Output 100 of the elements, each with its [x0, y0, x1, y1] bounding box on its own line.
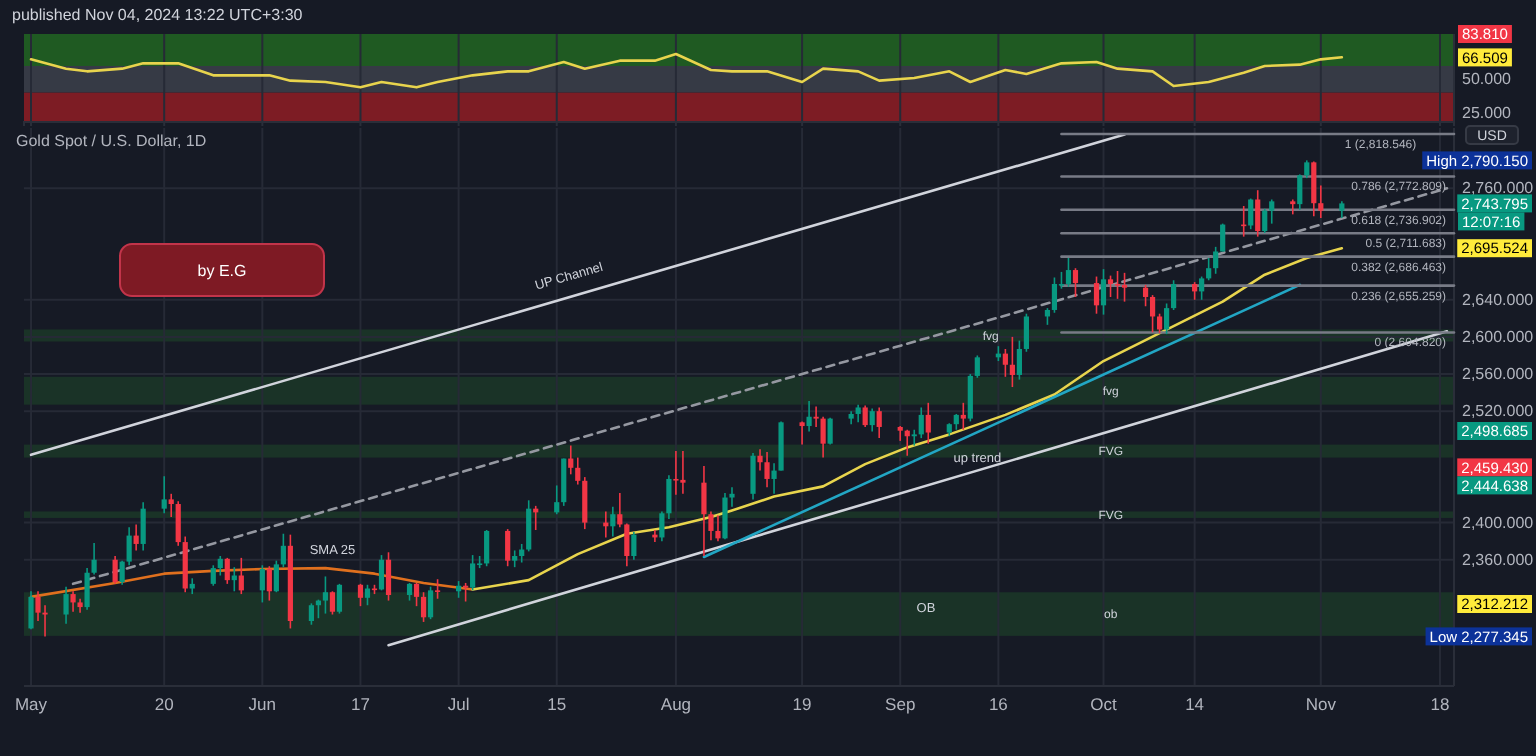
chart-title: published Nov 04, 2024 13:22 UTC+3:30 [12, 6, 304, 24]
candlestick [1114, 270, 1121, 300]
candlestick [70, 590, 76, 613]
x-tick-label: 14 [1185, 694, 1205, 715]
candlestick [1023, 312, 1029, 353]
candlestick [63, 585, 69, 625]
candlestick [799, 420, 805, 446]
candlestick [413, 582, 420, 607]
candlestick [869, 407, 875, 433]
candlestick [217, 555, 223, 577]
candlestick [925, 402, 931, 445]
candlestick [1121, 272, 1128, 303]
candlestick [273, 559, 279, 594]
candlestick [420, 591, 427, 623]
candlestick [1290, 198, 1296, 216]
candlestick [862, 404, 868, 428]
candlestick [820, 415, 826, 459]
candlestick [210, 564, 216, 587]
y-tick-label: 2,640.000 [1462, 290, 1535, 309]
candlestick [1269, 198, 1275, 225]
candlestick [715, 514, 721, 542]
candlestick [967, 373, 973, 423]
y-tick-label: 2,400.000 [1462, 513, 1535, 532]
candlestick [133, 523, 139, 552]
candlestick [1051, 276, 1058, 314]
candlestick [1072, 267, 1079, 298]
candlestick [329, 590, 336, 616]
candlestick [238, 557, 244, 595]
x-tick-label: 20 [154, 694, 175, 715]
candlestick [434, 578, 441, 600]
y-tick-label: 50.000 [1462, 70, 1513, 89]
candlestick [378, 554, 385, 592]
candlestick [1100, 268, 1107, 316]
x-tick-label: 16 [988, 694, 1009, 715]
x-tick-label: 19 [792, 694, 813, 715]
candlestick [1311, 160, 1317, 217]
candlestick [1156, 312, 1163, 334]
annotation: by E.G [197, 261, 247, 280]
candlestick [764, 451, 770, 489]
x-tick-label: Jul [447, 694, 470, 715]
candlestick [463, 582, 469, 603]
candlestick [1262, 207, 1268, 234]
candlestick [224, 557, 230, 585]
candlestick [357, 583, 364, 607]
candlestick [526, 499, 532, 553]
candlestick [1220, 222, 1226, 253]
line-series [471, 246, 1344, 591]
x-tick-label: May [14, 694, 49, 715]
y-tick-label: 2,360.000 [1462, 550, 1535, 569]
candlestick [1199, 275, 1205, 301]
candlestick [259, 564, 265, 604]
candlestick [1171, 279, 1177, 311]
candlestick [1206, 257, 1212, 282]
candlestick [1107, 274, 1114, 298]
candlestick [505, 528, 511, 568]
candlestick [470, 554, 476, 592]
candlestick [673, 450, 679, 496]
candlestick [484, 529, 490, 568]
candlestick [28, 590, 34, 631]
candlestick [1164, 302, 1170, 335]
candlestick [610, 506, 616, 538]
candlestick [385, 551, 392, 602]
y-tick-label: 2,760.000 [1462, 179, 1535, 198]
candlestick [918, 406, 924, 439]
candlestick [322, 575, 329, 615]
x-tick-label: 18 [1430, 694, 1450, 715]
candlestick [827, 416, 833, 446]
candlestick [631, 531, 637, 561]
candlestick [1149, 294, 1156, 334]
x-tick-label: Nov [1305, 694, 1338, 715]
candlestick [722, 492, 728, 541]
candlestick [1002, 348, 1008, 378]
x-tick-label: Jun [248, 694, 277, 715]
candlestick [1016, 339, 1022, 381]
candlestick [876, 406, 882, 439]
candlestick [974, 354, 980, 379]
y-tick-label: 25.000 [1462, 103, 1513, 122]
candlestick [680, 450, 686, 495]
candlestick [1093, 275, 1100, 315]
candlestick [561, 457, 567, 507]
line-series [29, 52, 1344, 89]
x-tick-label: 15 [547, 694, 567, 715]
candlestick [750, 452, 756, 501]
chart-title: Gold Spot / U.S. Dollar, 1D [16, 132, 207, 150]
candlestick [266, 565, 272, 602]
candlestick [1009, 336, 1015, 388]
candlestick [1248, 197, 1254, 230]
candlestick [280, 532, 286, 568]
candlestick [1255, 189, 1261, 238]
candlestick [308, 602, 314, 626]
y-tick-label: 2,520.000 [1462, 402, 1535, 421]
candlestick [1142, 284, 1149, 308]
x-tick-label: Oct [1090, 694, 1118, 715]
candlestick [1213, 246, 1219, 275]
x-tick-label: Sep [885, 694, 916, 715]
candlestick [364, 584, 371, 607]
x-tick-label: Aug [660, 694, 692, 715]
candlestick [140, 501, 146, 552]
candlestick [701, 465, 707, 557]
candlestick [568, 444, 574, 476]
